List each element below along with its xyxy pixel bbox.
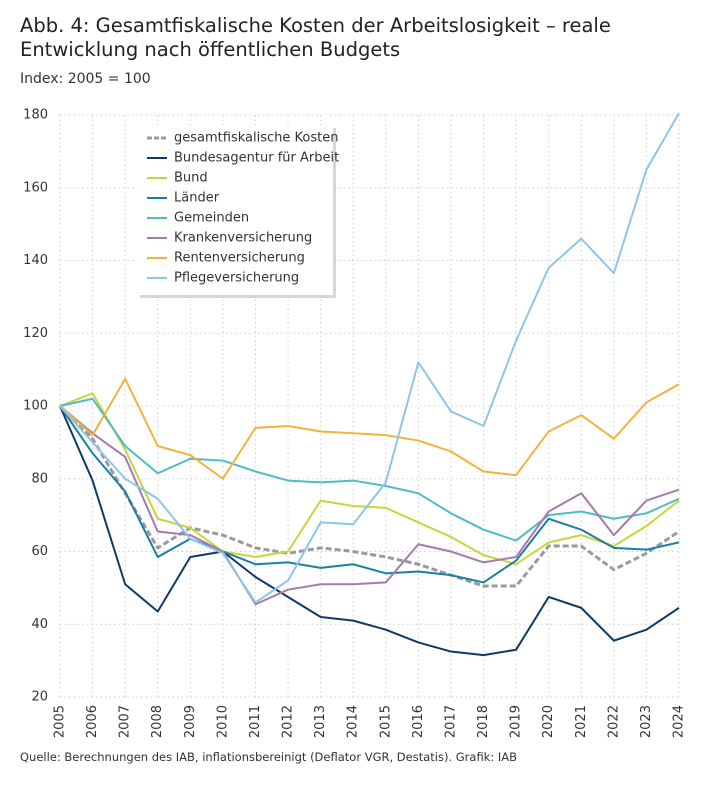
- x-tick-label: 2022: [606, 705, 621, 738]
- x-tick-label: 2008: [150, 705, 165, 738]
- x-tick-label: 2016: [411, 705, 426, 738]
- series-line: [58, 404, 680, 588]
- legend-label: Bund: [174, 171, 208, 186]
- y-tick-label: 80: [31, 471, 48, 486]
- legend-label: Pflegeversicherung: [174, 271, 299, 286]
- series-line: [59, 392, 680, 566]
- x-tick-label: 2005: [53, 705, 68, 738]
- series-line: [59, 405, 680, 606]
- x-tick-label: 2023: [639, 705, 654, 738]
- legend-label: Rentenversicherung: [174, 251, 305, 266]
- series-line: [59, 405, 680, 657]
- legend-label: Bundesagentur für Arbeit: [174, 151, 339, 166]
- legend: gesamtfiskalische Kosten Bundesagentur fü…: [137, 125, 339, 298]
- x-tick-label: 2024: [672, 705, 687, 738]
- y-tick-label: 180: [23, 108, 48, 123]
- y-tick-label: 20: [31, 690, 48, 705]
- y-tick-label: 120: [23, 326, 48, 341]
- x-tick-label: 2009: [183, 705, 198, 738]
- legend-label: gesamtfiskalische Kosten: [174, 131, 338, 146]
- x-tick-label: 2019: [509, 705, 524, 738]
- x-tick-label: 2018: [476, 705, 491, 738]
- source-note: Quelle: Berechnungen des IAB, inflations…: [20, 750, 518, 764]
- x-tick-label: 2011: [248, 705, 263, 738]
- x-tick-label: 2015: [378, 705, 393, 738]
- y-tick-label: 160: [23, 180, 48, 195]
- series-line: [59, 397, 680, 542]
- legend-box: [137, 125, 333, 295]
- legend-label: Krankenversicherung: [174, 231, 312, 246]
- x-tick-label: 2007: [118, 705, 133, 738]
- x-tick-label: 2013: [313, 705, 328, 738]
- series-line: [59, 377, 680, 480]
- legend-label: Länder: [174, 191, 220, 206]
- series-line: [59, 405, 680, 584]
- x-tick-label: 2006: [85, 705, 100, 738]
- x-tick-label: 2021: [574, 705, 589, 738]
- x-tick-label: 2010: [215, 705, 230, 738]
- x-tick-label: 2020: [541, 705, 556, 738]
- y-tick-label: 40: [31, 617, 48, 632]
- y-tick-label: 100: [23, 399, 48, 414]
- chart: 20 40 60 80 100 120 140 160 180 2005 2006 2007 2008 2…: [23, 108, 687, 739]
- y-tick-label: 60: [31, 544, 48, 559]
- y-tick-label: 140: [23, 253, 48, 268]
- series-line: [59, 112, 680, 604]
- chart-subtitle: Index: 2005 = 100: [20, 71, 151, 87]
- legend-label: Gemeinden: [174, 211, 249, 226]
- x-tick-label: 2012: [281, 705, 296, 738]
- x-tick-label: 2014: [346, 705, 361, 738]
- x-tick-label: 2017: [443, 705, 458, 738]
- chart-title: Abb. 4: Gesamtfiskalische Kosten der Arb…: [20, 14, 611, 61]
